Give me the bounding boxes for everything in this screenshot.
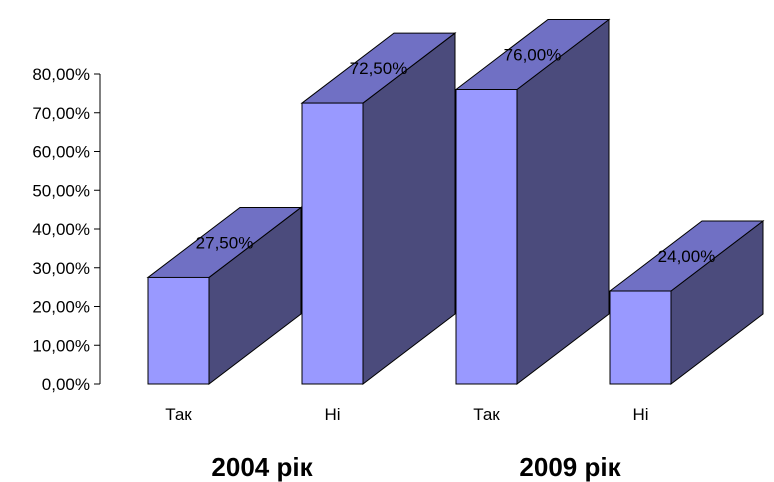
- y-tick-label: 0,00%: [42, 375, 90, 394]
- data-label: 72,50%: [350, 59, 408, 78]
- y-axis: 0,00% 10,00% 20,00% 30,00% 40,00% 50,00% 60,00…: [32, 65, 101, 394]
- category-label: Ні: [324, 405, 340, 424]
- y-tick-label: 30,00%: [32, 259, 90, 278]
- bar-3d: [146, 206, 303, 386]
- bar-3d: [300, 32, 457, 386]
- bar-3d: [608, 219, 765, 386]
- bar-front-face: [609, 290, 672, 385]
- group-label: 2004 рік: [211, 452, 313, 482]
- group-label: 2009 рік: [519, 452, 621, 482]
- y-tick-label: 20,00%: [32, 298, 90, 317]
- y-tick-label: 40,00%: [32, 220, 90, 239]
- bar-front-face: [147, 276, 210, 385]
- data-label: 76,00%: [504, 46, 562, 65]
- bar-3d: [454, 18, 611, 386]
- labels: 27,50% Так 72,50% Ні 2004 рік 76,00% Так 24,00%…: [165, 46, 715, 482]
- y-tick-label: 50,00%: [32, 181, 90, 200]
- bar-front-face: [301, 102, 364, 385]
- data-label: 24,00%: [658, 247, 716, 266]
- y-tick-label: 60,00%: [32, 143, 90, 162]
- bar-front-face: [455, 89, 518, 385]
- bars: [146, 18, 765, 386]
- y-tick-label: 80,00%: [32, 65, 90, 84]
- category-label: Так: [473, 405, 500, 424]
- category-label: Так: [165, 405, 192, 424]
- category-label: Ні: [632, 405, 648, 424]
- y-tick-label: 70,00%: [32, 104, 90, 123]
- y-tick-label: 10,00%: [32, 336, 90, 355]
- data-label: 27,50%: [196, 233, 254, 252]
